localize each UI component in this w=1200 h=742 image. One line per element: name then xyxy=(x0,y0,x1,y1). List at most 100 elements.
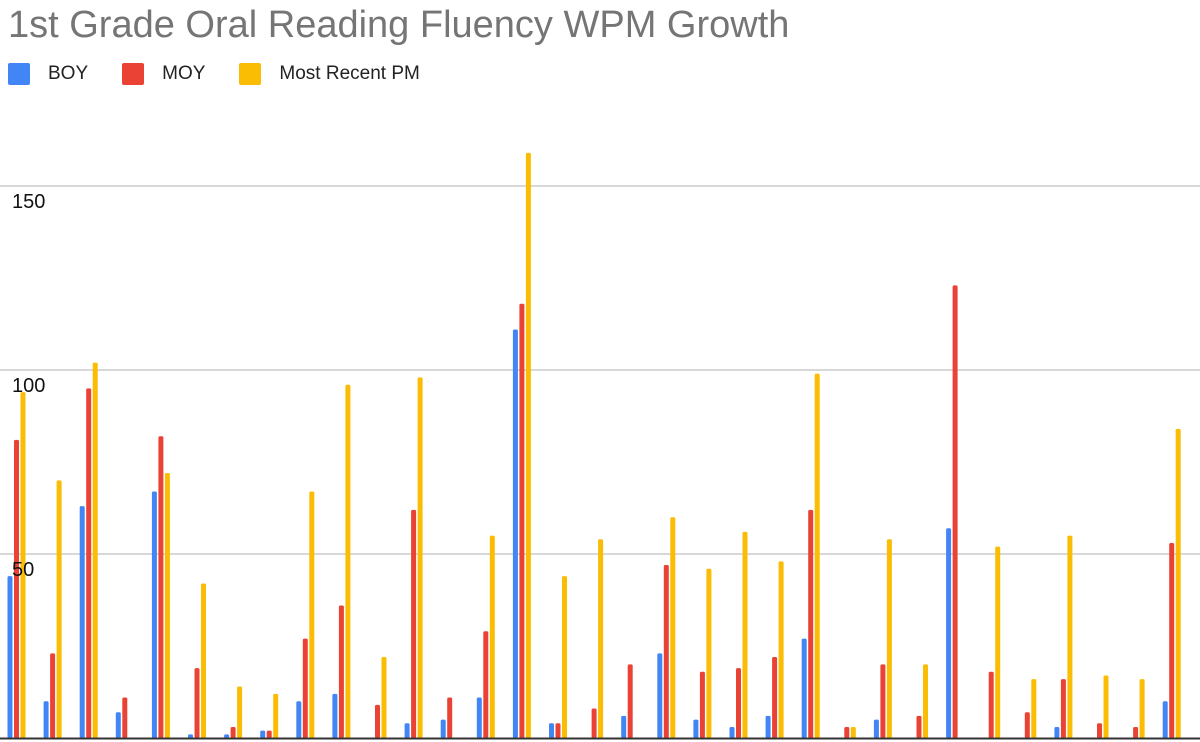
bar-moy-12[interactable] xyxy=(411,509,417,738)
bar-moy-6[interactable] xyxy=(194,668,200,738)
bar-moy-26[interactable] xyxy=(916,715,922,738)
bar-boy-18[interactable] xyxy=(621,715,627,738)
legend-item-moy[interactable]: MOY xyxy=(122,63,205,85)
bar-most-recent-pm-6[interactable] xyxy=(201,583,206,738)
bar-most-recent-pm-26[interactable] xyxy=(923,664,928,738)
bar-boy-5[interactable] xyxy=(151,491,157,738)
bar-boy-16[interactable] xyxy=(549,723,554,738)
bar-moy-4[interactable] xyxy=(122,697,128,738)
bar-most-recent-pm-19[interactable] xyxy=(670,517,676,738)
bar-moy-21[interactable] xyxy=(736,668,741,738)
bar-moy-32[interactable] xyxy=(1133,726,1139,738)
bar-boy-25[interactable] xyxy=(873,719,879,738)
bar-most-recent-pm-33[interactable] xyxy=(1175,428,1181,738)
bar-boy-27[interactable] xyxy=(946,528,952,738)
bar-boy-8[interactable] xyxy=(260,730,266,738)
bar-boy-20[interactable] xyxy=(693,719,699,738)
bar-most-recent-pm-1[interactable] xyxy=(20,392,26,738)
bar-moy-17[interactable] xyxy=(591,708,597,738)
bar-most-recent-pm-28[interactable] xyxy=(995,546,1001,738)
bar-boy-19[interactable] xyxy=(657,653,663,738)
bar-boy-22[interactable] xyxy=(765,715,771,738)
bar-moy-9[interactable] xyxy=(302,638,308,738)
bar-moy-5[interactable] xyxy=(158,436,164,738)
gridlines xyxy=(0,185,1200,555)
bar-boy-14[interactable] xyxy=(476,697,482,738)
bar-most-recent-pm-16[interactable] xyxy=(562,576,567,738)
chart-legend: BOY MOY Most Recent PM xyxy=(8,62,454,86)
bar-moy-15[interactable] xyxy=(519,303,525,738)
bar-boy-6[interactable] xyxy=(188,734,193,738)
bar-moy-1[interactable] xyxy=(14,439,19,738)
legend-swatch-most-recent-pm xyxy=(239,63,262,85)
bar-moy-28[interactable] xyxy=(988,671,994,738)
bar-most-recent-pm-10[interactable] xyxy=(345,384,351,738)
legend-swatch-boy xyxy=(8,63,30,85)
bar-most-recent-pm-14[interactable] xyxy=(489,535,495,738)
bar-most-recent-pm-23[interactable] xyxy=(814,373,820,738)
bar-boy-1[interactable] xyxy=(7,576,13,738)
bar-moy-30[interactable] xyxy=(1060,679,1066,738)
bar-moy-19[interactable] xyxy=(663,565,669,738)
bar-moy-14[interactable] xyxy=(483,631,489,738)
bar-moy-8[interactable] xyxy=(266,730,272,738)
bar-most-recent-pm-9[interactable] xyxy=(309,491,315,738)
bar-moy-3[interactable] xyxy=(86,388,92,738)
bar-moy-13[interactable] xyxy=(447,697,453,738)
bar-most-recent-pm-3[interactable] xyxy=(92,362,98,738)
bars xyxy=(7,152,1181,738)
legend-item-boy[interactable]: BOY xyxy=(8,63,88,85)
bar-boy-2[interactable] xyxy=(43,701,49,738)
bar-boy-12[interactable] xyxy=(404,723,410,738)
bar-boy-13[interactable] xyxy=(440,719,446,738)
bar-boy-30[interactable] xyxy=(1054,726,1060,738)
bar-moy-24[interactable] xyxy=(844,726,850,738)
bar-boy-21[interactable] xyxy=(729,726,735,738)
legend-label-moy: MOY xyxy=(162,63,206,84)
bar-moy-31[interactable] xyxy=(1097,723,1102,738)
bar-boy-3[interactable] xyxy=(79,506,85,738)
bar-moy-22[interactable] xyxy=(772,657,778,738)
bar-most-recent-pm-31[interactable] xyxy=(1103,675,1109,738)
bar-most-recent-pm-24[interactable] xyxy=(850,726,856,738)
bar-most-recent-pm-30[interactable] xyxy=(1067,535,1073,738)
bar-most-recent-pm-7[interactable] xyxy=(237,686,243,738)
bar-most-recent-pm-8[interactable] xyxy=(273,693,279,738)
bar-boy-7[interactable] xyxy=(224,734,230,738)
bar-most-recent-pm-17[interactable] xyxy=(598,539,604,738)
bar-moy-27[interactable] xyxy=(952,285,958,738)
y-tick-labels: 50 100 150 xyxy=(12,191,45,581)
bar-most-recent-pm-22[interactable] xyxy=(778,561,784,738)
bar-most-recent-pm-2[interactable] xyxy=(56,480,62,738)
bar-most-recent-pm-5[interactable] xyxy=(164,473,170,738)
bar-boy-10[interactable] xyxy=(332,693,338,738)
bar-moy-18[interactable] xyxy=(627,664,633,738)
legend-item-most-recent-pm[interactable]: Most Recent PM xyxy=(239,63,420,85)
bar-most-recent-pm-15[interactable] xyxy=(525,152,531,738)
bar-boy-23[interactable] xyxy=(801,638,807,738)
bar-most-recent-pm-11[interactable] xyxy=(381,657,387,738)
bar-boy-33[interactable] xyxy=(1162,701,1168,738)
bar-moy-25[interactable] xyxy=(880,664,886,738)
y-tick-label-150: 150 xyxy=(12,191,45,213)
bar-moy-23[interactable] xyxy=(808,509,814,738)
legend-swatch-moy xyxy=(122,63,145,85)
bar-most-recent-pm-32[interactable] xyxy=(1139,679,1145,738)
bar-most-recent-pm-12[interactable] xyxy=(417,377,423,738)
bar-moy-29[interactable] xyxy=(1024,712,1030,738)
bar-moy-7[interactable] xyxy=(230,726,236,738)
bar-moy-10[interactable] xyxy=(338,605,344,738)
bar-boy-15[interactable] xyxy=(512,329,518,738)
bar-most-recent-pm-29[interactable] xyxy=(1031,679,1037,738)
bar-boy-4[interactable] xyxy=(115,712,121,738)
legend-label-boy: BOY xyxy=(48,63,89,84)
bar-moy-20[interactable] xyxy=(699,671,705,738)
bar-moy-33[interactable] xyxy=(1169,542,1175,738)
bar-most-recent-pm-21[interactable] xyxy=(742,531,748,738)
bar-moy-2[interactable] xyxy=(50,653,56,738)
bar-moy-16[interactable] xyxy=(555,723,561,738)
bar-moy-11[interactable] xyxy=(375,704,380,738)
bar-most-recent-pm-25[interactable] xyxy=(886,539,892,738)
bar-most-recent-pm-20[interactable] xyxy=(706,568,712,738)
bar-boy-9[interactable] xyxy=(296,701,302,738)
